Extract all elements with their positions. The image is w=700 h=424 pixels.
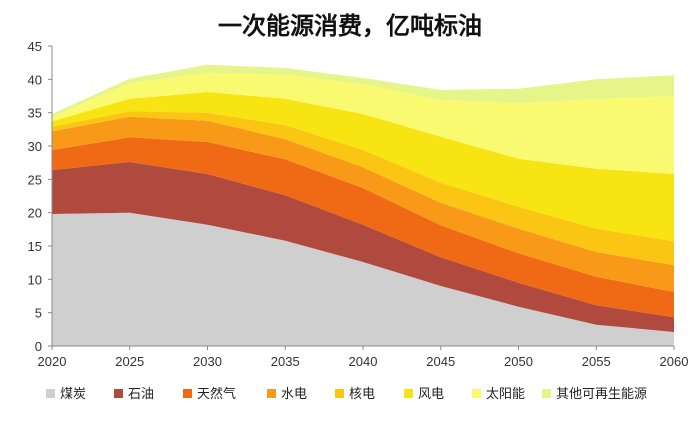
- y-tick-label: 5: [35, 306, 42, 321]
- legend: 煤炭 石油 天然气 水电 核电 风电 太阳能 其他可再生能源: [46, 386, 647, 402]
- y-tick-label: 45: [28, 39, 42, 54]
- area-series-1: [52, 162, 674, 332]
- y-tick-label: 40: [28, 72, 42, 87]
- legend-swatch-7: [542, 389, 551, 398]
- legend-label-7: 其他可再生能源: [556, 387, 647, 402]
- legend-label-3: 水电: [281, 387, 307, 402]
- legend-swatch-0: [46, 389, 55, 398]
- legend-label-6: 太阳能: [486, 387, 525, 402]
- chart-title: 一次能源消费，亿吨标油: [218, 12, 482, 40]
- legend-swatch-4: [335, 389, 344, 398]
- y-tick-label: 15: [28, 239, 42, 254]
- x-tick-label: 2060: [660, 354, 689, 369]
- x-tick-label: 2025: [115, 354, 144, 369]
- area-series-6: [52, 72, 674, 174]
- x-tick-label: 2030: [193, 354, 222, 369]
- area-series-2: [52, 137, 674, 318]
- x-tick-label: 2045: [426, 354, 455, 369]
- area-layers: [52, 64, 674, 346]
- legend-swatch-2: [183, 389, 192, 398]
- legend-swatch-1: [114, 389, 123, 398]
- x-tick-label: 2040: [349, 354, 378, 369]
- x-tick-label: 2020: [38, 354, 67, 369]
- legend-swatch-6: [472, 389, 481, 398]
- x-tick-label: 2050: [504, 354, 533, 369]
- y-tick-label: 0: [35, 339, 42, 354]
- area-series-4: [52, 111, 674, 266]
- legend-label-2: 天然气: [197, 386, 236, 402]
- y-tick-label: 20: [28, 206, 42, 221]
- legend-label-0: 煤炭: [60, 387, 86, 402]
- area-series-5: [52, 92, 674, 242]
- legend-swatch-3: [267, 389, 276, 398]
- y-tick-label: 25: [28, 172, 42, 187]
- legend-label-5: 风电: [418, 387, 444, 402]
- legend-label-4: 核电: [349, 387, 375, 402]
- y-tick-label: 30: [28, 139, 42, 154]
- legend-label-1: 石油: [128, 387, 154, 402]
- x-tick-label: 2035: [271, 354, 300, 369]
- area-series-0: [52, 212, 674, 346]
- area-series-3: [52, 116, 674, 292]
- x-tick-label: 2055: [582, 354, 611, 369]
- y-tick-label: 10: [28, 272, 42, 287]
- y-tick-label: 35: [28, 106, 42, 121]
- area-series-7: [52, 64, 674, 117]
- legend-swatch-5: [404, 389, 413, 398]
